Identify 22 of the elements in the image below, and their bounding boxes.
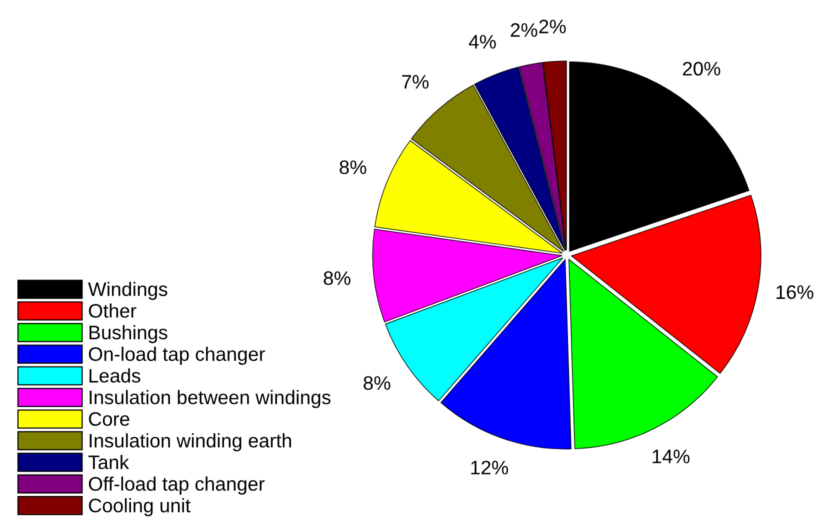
legend-label: On-load tap changer [88, 346, 265, 365]
data-label: 8% [364, 376, 390, 390]
legend-label: Windings [88, 282, 168, 300]
legend-label: Insulation winding earth [90, 433, 292, 452]
legend-label: Leads [90, 368, 140, 383]
data-label: 8% [340, 160, 366, 174]
legend-label: Core [88, 412, 130, 426]
data-label: 8% [324, 271, 350, 286]
legend-label: Other [88, 303, 136, 318]
legend-label: Cooling unit [88, 498, 191, 516]
legend-label: Tank [88, 454, 130, 470]
legend-label: Insulation between windings [90, 390, 330, 408]
data-label: 7% [402, 75, 429, 89]
data-label: 12% [471, 460, 508, 474]
data-label: 14% [652, 450, 690, 464]
data-label: 16% [776, 285, 814, 300]
data-label: 2% [510, 23, 538, 37]
legend-label: Bushings [90, 325, 168, 344]
legend-label: Off-load tap changer [88, 476, 265, 495]
data-label: 20% [682, 62, 720, 76]
data-label: 2% [539, 20, 566, 34]
data-label: 4% [468, 34, 496, 49]
